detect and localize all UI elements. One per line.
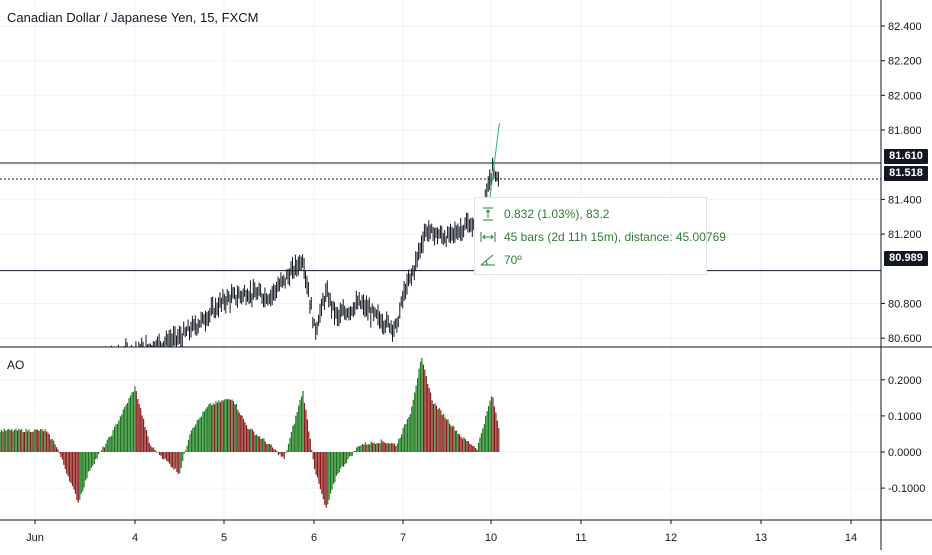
time-tick-label: 14 (845, 532, 857, 544)
price-change-text: 0.832 (1.03%), 83.2 (504, 207, 610, 221)
bar-range-icon (480, 232, 496, 242)
horizontal-lines (0, 162, 881, 272)
angle-text: 70º (504, 253, 522, 267)
ao-tick-label: 0.0000 (888, 447, 922, 459)
price-tick-label: 80.800 (888, 298, 922, 310)
time-tick-label: 5 (221, 532, 227, 544)
price-tick-label: 81.800 (888, 125, 922, 137)
angle-row: 70º (480, 251, 522, 269)
price-tick-label: 80.600 (888, 333, 922, 345)
time-tick-label: 7 (400, 532, 406, 544)
time-tick-label: 11 (575, 532, 586, 544)
bars-row: 45 bars (2d 11h 15m), distance: 45.00769 (480, 228, 726, 246)
time-tick-label: 4 (132, 532, 138, 544)
time-tick-label: 13 (755, 532, 767, 544)
price-tag-81518: 81.518 (884, 166, 928, 181)
time-tick-label: 6 (311, 532, 317, 544)
price-tag-81610: 81.610 (884, 149, 928, 164)
measure-tooltip: 0.832 (1.03%), 83.2 45 bars (2d 11h 15m)… (474, 197, 726, 275)
price-tick-label: 81.400 (888, 194, 922, 206)
bars-text: 45 bars (2d 11h 15m), distance: 45.00769 (504, 230, 726, 244)
price-change-row: 0.832 (1.03%), 83.2 (480, 205, 609, 223)
price-tick-label: 82.000 (888, 90, 922, 102)
price-tick-label: 81.200 (888, 229, 922, 241)
ao-tick-label: 0.2000 (888, 375, 922, 387)
candle-series (105, 157, 499, 347)
symbol-title: Canadian Dollar / Japanese Yen, 15, FXCM (7, 10, 259, 25)
time-tick-label: Jun (26, 532, 44, 544)
ao-tick-label: -0.1000 (888, 483, 925, 495)
price-tag-80989: 80.989 (884, 251, 928, 266)
price-tick-label: 82.400 (888, 21, 922, 33)
ao-tick-label: 0.1000 (888, 411, 922, 423)
time-tick-label: 10 (485, 532, 497, 544)
price-range-icon (483, 207, 493, 221)
angle-icon (480, 254, 495, 266)
price-tick-label: 82.200 (888, 56, 922, 68)
indicator-label: AO (7, 358, 25, 372)
ao-histogram (0, 358, 500, 508)
time-tick-label: 12 (665, 532, 677, 544)
